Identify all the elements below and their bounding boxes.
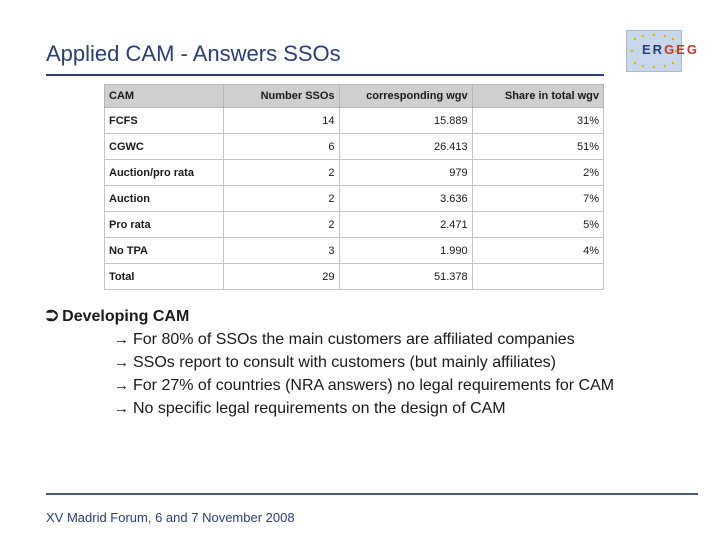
ergeg-logo <box>626 30 682 72</box>
cell-share: 4% <box>471 237 605 264</box>
list-item: → No specific legal requirements on the … <box>114 397 614 420</box>
bullet-main: ⮊ Developing CAM <box>46 306 614 328</box>
cell-share <box>471 263 605 290</box>
sub-bullet-list: → For 80% of SSOs the main customers are… <box>114 328 614 420</box>
cell-cam: FCFS <box>104 107 224 134</box>
right-arrow-icon: → <box>114 354 129 371</box>
cell-cam: Auction <box>104 185 224 212</box>
col-header-share: Share in total wgv <box>471 84 605 108</box>
table-row: Auction/pro rata 2 979 2% <box>104 159 605 186</box>
logo-letters-b: GEG <box>664 42 699 57</box>
footer-divider <box>46 493 698 495</box>
right-arrow-icon: → <box>114 377 129 394</box>
cell-wgv: 51.378 <box>338 263 473 290</box>
list-item: → For 27% of countries (NRA answers) no … <box>114 374 614 397</box>
cell-number: 3 <box>222 237 340 264</box>
cell-number: 2 <box>222 159 340 186</box>
cell-share: 7% <box>471 185 605 212</box>
table-row: No TPA 3 1.990 4% <box>104 237 605 264</box>
table-row: Pro rata 2 2.471 5% <box>104 211 605 238</box>
cell-wgv: 2.471 <box>338 211 473 238</box>
stars-icon <box>630 33 678 69</box>
right-arrow-icon: → <box>114 400 129 417</box>
cell-wgv: 3.636 <box>338 185 473 212</box>
cell-wgv: 1.990 <box>338 237 473 264</box>
list-item: → For 80% of SSOs the main customers are… <box>114 328 614 351</box>
cell-share: 5% <box>471 211 605 238</box>
cell-share: 2% <box>471 159 605 186</box>
cell-cam: No TPA <box>104 237 224 264</box>
logo-letters-a: ER <box>642 42 665 57</box>
cell-share: 51% <box>471 133 605 160</box>
list-item-text: For 27% of countries (NRA answers) no le… <box>133 376 615 394</box>
cell-cam: Pro rata <box>104 211 224 238</box>
cell-share: 31% <box>471 107 605 134</box>
cell-cam: Total <box>104 263 224 290</box>
cell-number: 2 <box>222 211 340 238</box>
bullet-section: ⮊ Developing CAM → For 80% of SSOs the m… <box>46 306 614 420</box>
footer-text: XV Madrid Forum, 6 and 7 November 2008 <box>46 510 295 525</box>
cell-number: 14 <box>222 107 340 134</box>
cell-cam: Auction/pro rata <box>104 159 224 186</box>
list-item-text: No specific legal requirements on the de… <box>133 399 506 417</box>
cam-table: CAM Number SSOs corresponding wgv Share … <box>104 84 605 290</box>
list-item-text: SSOs report to consult with customers (b… <box>133 353 556 371</box>
cell-number: 6 <box>222 133 340 160</box>
col-header-number-ssos: Number SSOs <box>222 84 340 108</box>
list-item-text: For 80% of SSOs the main customers are a… <box>133 330 575 348</box>
table-total-row: Total 29 51.378 <box>104 263 605 290</box>
cell-wgv: 15.889 <box>338 107 473 134</box>
cell-number: 29 <box>222 263 340 290</box>
col-header-corresponding-wgv: corresponding wgv <box>338 84 473 108</box>
cell-wgv: 979 <box>338 159 473 186</box>
cell-cam: CGWC <box>104 133 224 160</box>
cell-wgv: 26.413 <box>338 133 473 160</box>
logo-wordmark: ERGEG <box>642 42 699 57</box>
curved-arrow-icon: ⮊ <box>46 308 59 325</box>
col-header-cam: CAM <box>104 84 224 108</box>
table-row: Auction 2 3.636 7% <box>104 185 605 212</box>
cell-number: 2 <box>222 185 340 212</box>
table-header-row: CAM Number SSOs corresponding wgv Share … <box>104 84 605 108</box>
page-title: Applied CAM - Answers SSOs <box>46 41 341 66</box>
bullet-main-text: Developing CAM <box>62 308 190 325</box>
table-row: FCFS 14 15.889 31% <box>104 107 605 134</box>
right-arrow-icon: → <box>114 331 129 348</box>
list-item: → SSOs report to consult with customers … <box>114 351 614 374</box>
table-row: CGWC 6 26.413 51% <box>104 133 605 160</box>
title-divider <box>46 74 604 76</box>
